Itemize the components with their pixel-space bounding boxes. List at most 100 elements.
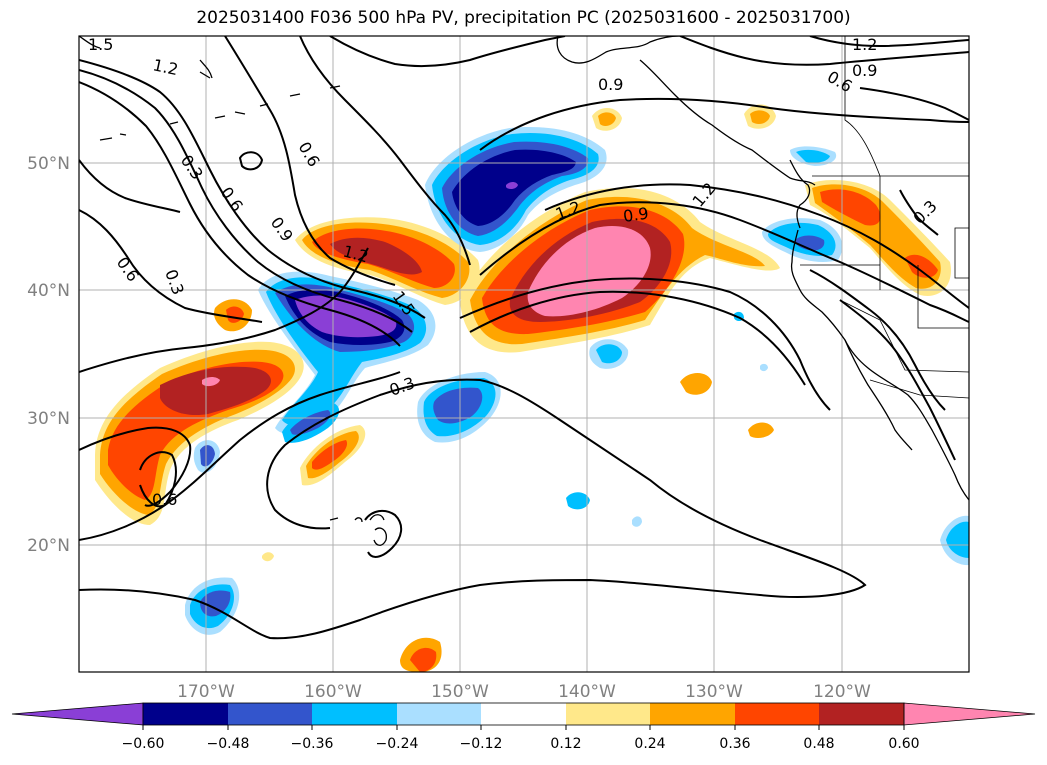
- colorbar-frame: [142, 702, 905, 726]
- fill-positive-nw-red: [820, 189, 881, 226]
- coastline-bc: [789, 159, 811, 229]
- map-frame: [78, 35, 970, 673]
- border-state-b: [800, 264, 881, 290]
- lat-label: 40°N: [27, 281, 70, 301]
- political-borders: [800, 36, 969, 399]
- fill-positive-south-red: [312, 440, 348, 470]
- lat-label: 50°N: [27, 154, 70, 174]
- lat-label: 20°N: [27, 536, 70, 556]
- contour-label: 0.9: [852, 61, 877, 80]
- fill-negative-west-spot-core: [200, 445, 215, 467]
- fill-negative-south-royal: [290, 410, 331, 435]
- contour-label: 1.2: [151, 55, 180, 79]
- lon-label: 120°W: [813, 682, 871, 702]
- colorbar-tick-label: 0.60: [888, 736, 919, 752]
- pv-contour-24: [809, 269, 946, 411]
- pv-contour-15: [299, 36, 471, 266]
- fill-positive-offshore-b: [748, 422, 774, 438]
- colorbar-bin: [481, 703, 566, 725]
- fill-negative-north-purple: [506, 182, 518, 190]
- fill-positive-north-brick: [330, 237, 422, 275]
- border-alaska-canada: [844, 36, 881, 177]
- pv-contour-8: [79, 378, 867, 640]
- pv-contour-10: [469, 290, 806, 386]
- pv-contour-23: [364, 509, 403, 558]
- pv-contour-2: [79, 69, 413, 333]
- contour-label: 1.5: [88, 35, 113, 54]
- border-state-d: [839, 299, 969, 373]
- pv-contour-1: [79, 59, 426, 319]
- colorbar-extend-low: [11, 702, 144, 726]
- pv-contour-13: [479, 97, 969, 151]
- fill-negative-offshore-a: [596, 344, 622, 364]
- coastline-russia: [79, 36, 213, 79]
- precipitation-fill-layer: [95, 104, 969, 672]
- pv-contour-19: [859, 87, 969, 121]
- colorbar-bin: [143, 703, 228, 725]
- contour-label: 1.2: [852, 35, 877, 54]
- map-canvas: 1.5 1.2 0.9 0.6 0.3 0.6 0.9 1.2 1.5 0.3 …: [79, 35, 969, 672]
- border-state-e: [954, 227, 969, 279]
- contour-label: 0.9: [598, 75, 623, 94]
- pv-contour-4: [79, 209, 263, 323]
- lon-label: 130°W: [685, 682, 743, 702]
- colorbar-tick-label: −0.36: [291, 736, 334, 752]
- pv-contour-14: [224, 36, 396, 286]
- pv-contour-11: [479, 201, 969, 323]
- colorbar-bin: [650, 703, 735, 725]
- pv-contour-16: [329, 36, 566, 68]
- colorbar-tick-label: −0.24: [376, 736, 419, 752]
- fill-negative-bc-sky: [796, 149, 830, 163]
- colorbar-tick-label: 0.48: [803, 736, 834, 752]
- colorbar-bin: [735, 703, 820, 725]
- colorbar-tick-label: 0.36: [719, 736, 750, 752]
- pv-contour-6: [79, 426, 192, 507]
- colorbar-tick-label: −0.12: [460, 736, 503, 752]
- coastline-baja: [844, 339, 913, 451]
- colorbar-bin: [228, 703, 313, 725]
- fill-negative-offshore-b: [566, 492, 590, 510]
- longitude-labels: 170°W 160°W 150°W 140°W 130°W 120°W: [177, 682, 871, 702]
- lat-label: 30°N: [27, 409, 70, 429]
- contour-label: 0.9: [622, 204, 650, 226]
- border-state-c: [917, 265, 969, 329]
- fill-positive-offshore-a: [680, 373, 712, 395]
- colorbar: −0.60 −0.48 −0.36 −0.24 −0.12 0.12 0.24 …: [11, 702, 1036, 752]
- latitude-labels: 50°N 40°N 30°N 20°N: [27, 154, 70, 556]
- fill-positive-hawaii-core: [410, 647, 437, 672]
- pv-contour-21: [238, 151, 264, 171]
- pv-contour-9: [459, 277, 831, 411]
- pv-contour-25: [839, 299, 956, 461]
- pv-contour-12: [544, 183, 969, 309]
- pv-contour-18: [809, 36, 969, 48]
- pv-contours: [79, 36, 969, 640]
- fill-negative-offshore-e: [760, 363, 768, 372]
- fill-negative-offshore-c: [632, 516, 642, 527]
- coastline-alaska-panhandle: [639, 59, 816, 186]
- lon-label: 150°W: [431, 682, 489, 702]
- fill-negative-central-purple: [295, 295, 397, 338]
- map-title: 2025031400 F036 500 hPa PV, precipitatio…: [196, 8, 851, 28]
- coastlines: [79, 36, 969, 546]
- fill-negative-mexico-sky: [946, 521, 969, 558]
- fill-positive-alaska-core: [598, 112, 616, 126]
- lon-label: 160°W: [304, 682, 362, 702]
- fill-positive-bc-core: [750, 110, 770, 124]
- fill-positive-west-brick: [160, 366, 271, 416]
- fill-positive-small-dot: [262, 552, 274, 562]
- graticule: [79, 36, 969, 672]
- colorbar-tick-label: 0.12: [550, 736, 581, 752]
- colorbar-tick-label: −0.60: [122, 736, 165, 752]
- coastline-us-west: [790, 229, 969, 501]
- pv-contour-20: [79, 159, 181, 213]
- coastline-alaska: [556, 36, 681, 64]
- colorbar-tick-label: −0.48: [207, 736, 250, 752]
- colorbar-bin: [397, 703, 482, 725]
- fill-positive-nw-inner: [905, 254, 938, 278]
- pv-contour-7: [79, 371, 401, 541]
- colorbar-ticks: [142, 725, 905, 730]
- pv-contour-5: [79, 247, 369, 373]
- border-us-mexico: [869, 379, 969, 399]
- lon-label: 140°W: [558, 682, 616, 702]
